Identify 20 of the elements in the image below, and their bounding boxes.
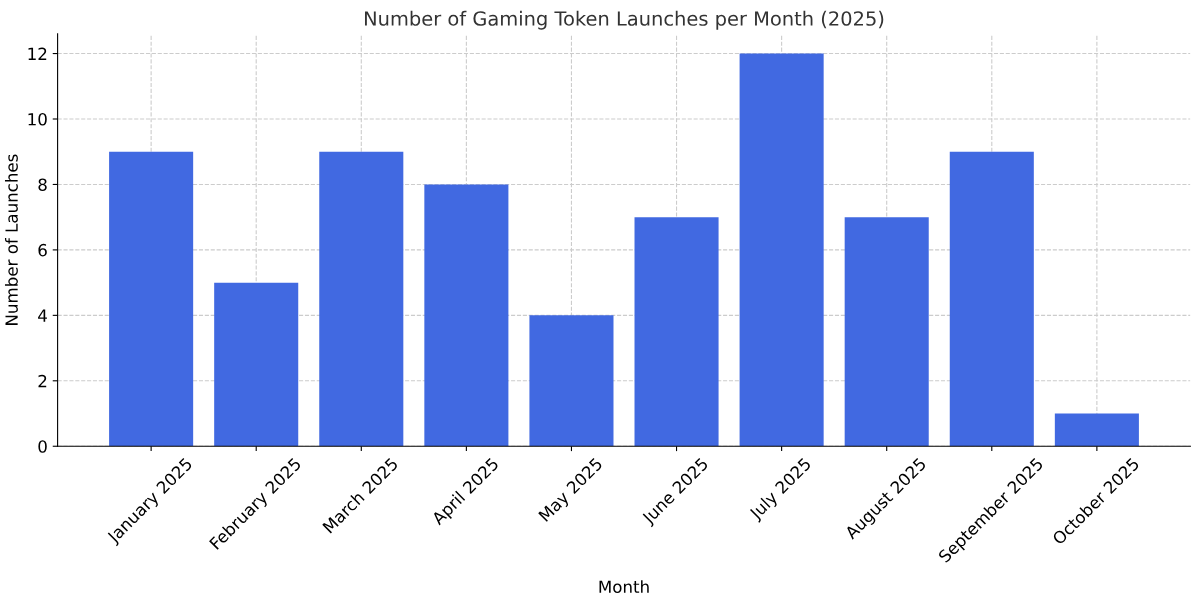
bar xyxy=(844,217,929,447)
bar xyxy=(739,53,824,447)
bar xyxy=(109,151,194,447)
chart-title: Number of Gaming Token Launches per Month (2025) xyxy=(365,10,884,30)
bar xyxy=(949,151,1034,447)
y-tick-label: 6 xyxy=(38,243,47,257)
bar xyxy=(1054,413,1139,447)
bar xyxy=(634,217,719,447)
y-axis-title: Number of Launches xyxy=(4,154,18,325)
bar xyxy=(529,315,614,447)
bar xyxy=(424,184,509,447)
y-tick-label: 0 xyxy=(38,440,47,453)
y-tick-label: 10 xyxy=(28,112,47,126)
bar xyxy=(214,282,299,447)
bar xyxy=(319,151,404,447)
y-tick-label: 8 xyxy=(38,178,47,192)
y-tick-label: 12 xyxy=(28,47,47,60)
y-tick-label: 2 xyxy=(38,374,47,388)
x-axis-title: Month xyxy=(599,580,649,594)
y-tick-label: 4 xyxy=(38,309,47,322)
